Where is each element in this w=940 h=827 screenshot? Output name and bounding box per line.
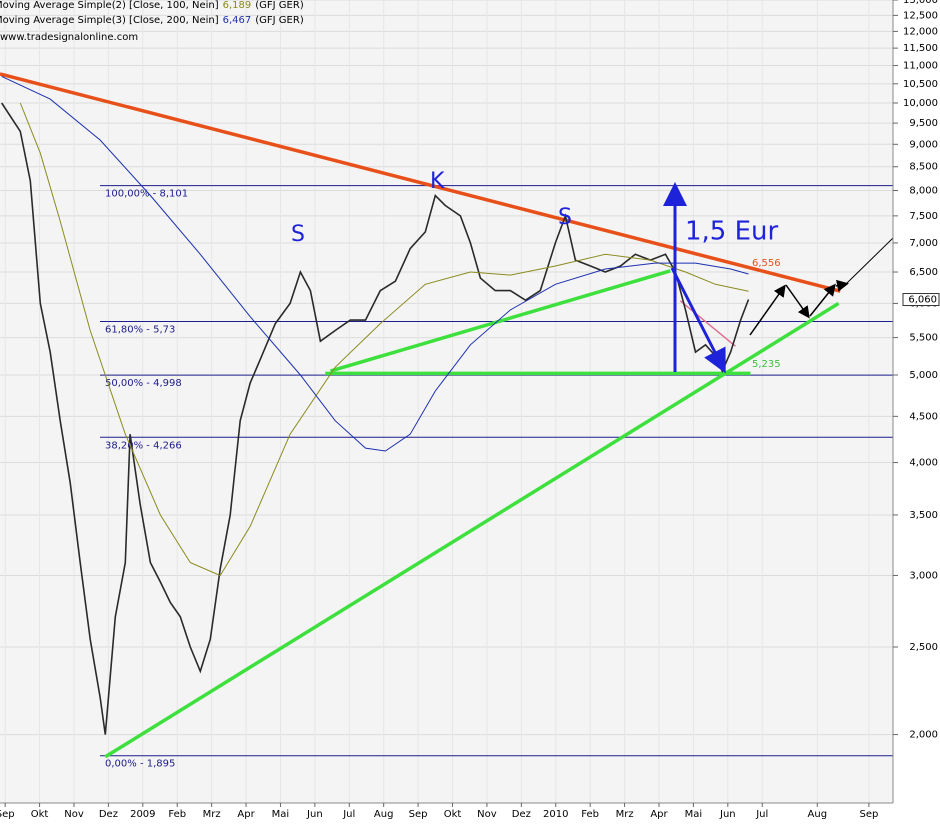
y-tick-label: 6,500	[909, 267, 938, 278]
legend-exchange: (GFJ GER)	[255, 15, 304, 26]
x-tick-label: Dez	[99, 809, 118, 820]
y-tick-label: 3,000	[909, 570, 938, 581]
fib-label: 0,00% - 1,895	[105, 759, 175, 770]
series-line	[1, 75, 749, 452]
y-tick-label: 7,500	[909, 211, 938, 222]
x-tick-label: Mai	[272, 809, 290, 820]
x-tick-label: Feb	[581, 809, 599, 820]
y-tick-label: 12,500	[903, 10, 938, 21]
y-tick-label: 13,000	[903, 0, 938, 6]
plot-area	[0, 0, 893, 803]
y-tick-label: 4,500	[909, 411, 938, 422]
annotation: K	[430, 169, 445, 194]
x-tick-label: Apr	[237, 809, 255, 820]
arrow	[749, 284, 786, 336]
y-tick-label: 2,500	[909, 642, 938, 653]
annotation: 5,235	[752, 359, 781, 370]
arrow	[835, 279, 849, 292]
x-tick-label: Sep	[409, 809, 428, 820]
y-tick-label: 3,500	[909, 510, 938, 521]
last-price-box	[902, 293, 940, 307]
arrows	[663, 182, 894, 374]
x-tick-label: Mrz	[203, 809, 221, 820]
x-tick-label: Feb	[168, 809, 186, 820]
x-tick-label: Nov	[64, 809, 84, 820]
x-tick-label: Mrz	[616, 809, 634, 820]
series-line	[1, 102, 750, 735]
legend-value: 6,467	[223, 15, 252, 26]
x-tick-label: Mai	[685, 809, 703, 820]
y-tick-label: 2,000	[909, 730, 938, 741]
y-tick-label: 10,500	[903, 79, 938, 90]
arrow	[809, 283, 836, 317]
series-line	[19, 102, 749, 577]
y-tick-label: 11,000	[903, 61, 938, 72]
x-tick-label: Apr	[650, 809, 668, 820]
trend-line	[0, 72, 841, 293]
y-tick-label: 9,500	[909, 118, 938, 129]
x-tick-label: Sep	[859, 809, 878, 820]
y-tick-label: 4,000	[909, 458, 938, 469]
trend-line	[104, 301, 840, 759]
annotation: S	[558, 205, 572, 230]
x-tick-label: Sep	[0, 809, 15, 820]
trend-line	[679, 300, 736, 347]
x-tick-label: Jul	[342, 809, 355, 820]
x-tick-label: 2009	[130, 809, 155, 820]
x-tick-label: Jul	[755, 809, 768, 820]
y-tick-label: 5,500	[909, 333, 938, 344]
legend-entry: Moving Average Simple(2) [Close, 100, Ne…	[0, 0, 304, 11]
fib-label: 38,20% - 4,266	[105, 440, 182, 451]
legend-name: Moving Average Simple(2) [Close, 100, Ne…	[0, 0, 219, 11]
fib-label: 61,80% - 5,73	[105, 325, 175, 336]
annotation: 6,556	[752, 258, 781, 269]
annotation: 1,5 Eur	[685, 217, 779, 247]
y-tick-label: 8,500	[909, 162, 938, 173]
arrow	[785, 284, 810, 319]
y-tick-label: 12,000	[903, 26, 938, 37]
y-tick-label: 8,000	[909, 186, 938, 197]
y-tick-label: 10,000	[903, 98, 938, 109]
arrow	[670, 267, 726, 374]
fib-label: 50,00% - 4,998	[105, 378, 182, 389]
last-price-label: 6,060	[908, 295, 937, 306]
x-tick-label: Okt	[31, 809, 49, 820]
x-tick-label: Aug	[808, 809, 828, 820]
arrow	[845, 237, 894, 285]
x-tick-label: 2010	[543, 809, 568, 820]
annotation: S	[291, 222, 305, 247]
x-tick-label: Nov	[477, 809, 497, 820]
legend-entry: Moving Average Simple(3) [Close, 200, Ne…	[0, 15, 304, 26]
y-tick-label: 9,000	[909, 139, 938, 150]
legend-exchange: (GFJ GER)	[255, 0, 304, 11]
fib-label: 100,00% - 8,101	[105, 189, 188, 200]
legend-value: 6,189	[223, 0, 252, 11]
x-tick-label: Okt	[444, 809, 462, 820]
legend-name: Moving Average Simple(3) [Close, 200, Ne…	[0, 15, 219, 26]
x-tick-label: Jun	[719, 809, 736, 820]
y-tick-label: 11,500	[903, 43, 938, 54]
x-tick-label: Aug	[374, 809, 394, 820]
y-tick-label: 7,000	[909, 238, 938, 249]
x-tick-label: Jun	[306, 809, 323, 820]
watermark: www.tradesignalonline.com	[0, 32, 138, 43]
y-tick-label: 5,000	[909, 370, 938, 381]
trend-line	[329, 269, 671, 373]
x-tick-label: Dez	[512, 809, 531, 820]
